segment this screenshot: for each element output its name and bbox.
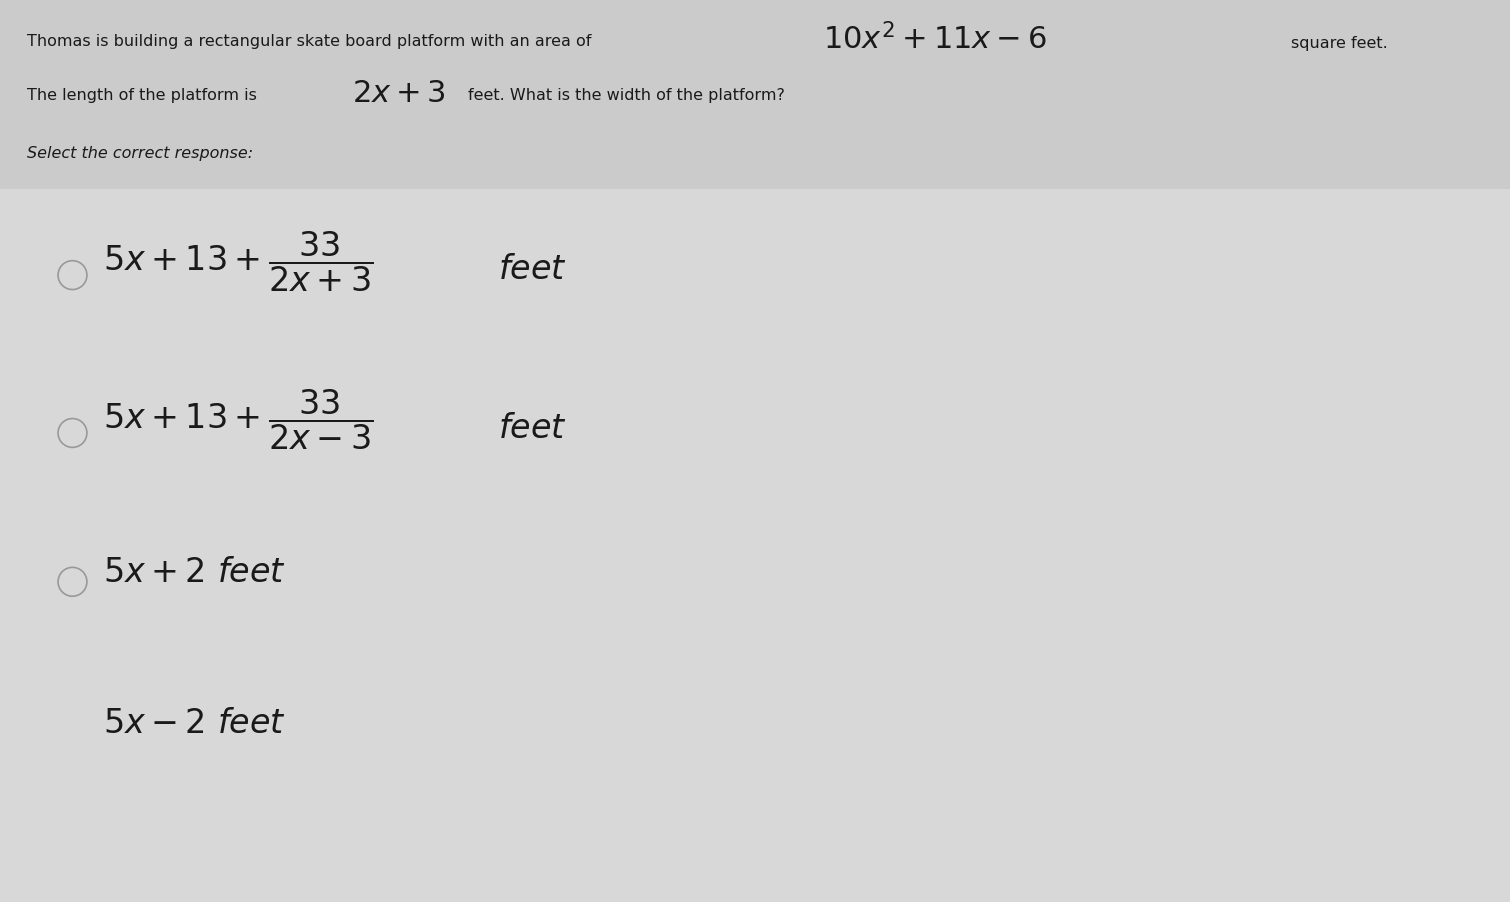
Text: $feet$: $feet$ (498, 413, 568, 445)
Text: $10x^2 + 11x - 6$: $10x^2 + 11x - 6$ (823, 23, 1046, 56)
Text: $5x + 13 + \dfrac{33}{2x-3}$: $5x + 13 + \dfrac{33}{2x-3}$ (103, 388, 373, 452)
Text: $5x + 2\ feet$: $5x + 2\ feet$ (103, 557, 285, 589)
Text: $2x + 3$: $2x + 3$ (352, 78, 445, 109)
Text: Select the correct response:: Select the correct response: (27, 146, 254, 161)
Text: feet. What is the width of the platform?: feet. What is the width of the platform? (468, 88, 785, 104)
Text: $5x + 13 + \dfrac{33}{2x+3}$: $5x + 13 + \dfrac{33}{2x+3}$ (103, 230, 373, 294)
Text: $feet$: $feet$ (498, 254, 568, 286)
Text: square feet.: square feet. (1291, 36, 1388, 51)
FancyBboxPatch shape (0, 189, 1510, 902)
Text: $5x - 2\ feet$: $5x - 2\ feet$ (103, 708, 285, 740)
Text: The length of the platform is: The length of the platform is (27, 88, 257, 104)
Text: Thomas is building a rectangular skate board platform with an area of: Thomas is building a rectangular skate b… (27, 34, 592, 50)
